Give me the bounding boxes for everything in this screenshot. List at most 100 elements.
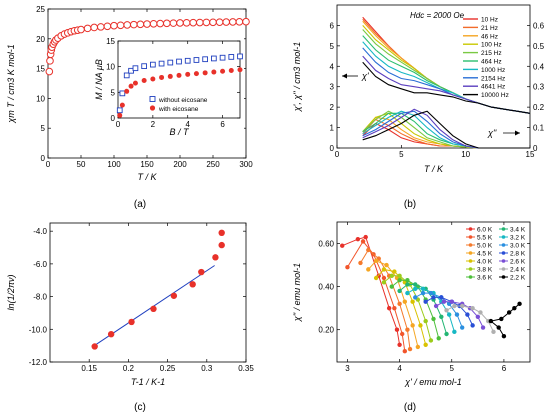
a-inset-legend-entry: with eicosane [158,106,199,113]
a-inset-y-title: M / NA μB [94,59,104,100]
d-data-point [392,305,397,311]
d-data-point [452,329,457,335]
b-chi-prime-label: χ' [361,71,369,81]
d-data-point [366,267,371,272]
b-legend-entry: 215 Hz [481,50,502,57]
b-y2tick-label: 0.3 [533,83,545,92]
d-data-point [452,303,457,309]
d-data-point [397,277,402,283]
a-data-point [77,25,85,34]
a-inset-legend-marker [149,105,156,111]
b-ytick-label: 5 [330,42,335,51]
d-legend-marker [501,275,506,279]
b-ytick-label: 0 [330,144,335,153]
c-data-point [107,331,115,338]
a-inset-xtick-label: 6 [220,120,225,129]
b-y2tick-label: 0.4 [533,62,545,71]
d-legend-entry: 3.2 K [510,234,526,241]
d-data-point [449,299,454,304]
d-data-point [381,267,387,272]
d-data-point [499,316,504,322]
c-ytick-label: -6.0 [33,260,47,269]
b-xtick-label: 5 [399,150,404,159]
a-inset-point [117,112,123,118]
d-data-point [444,331,449,337]
d-legend-marker [501,259,506,263]
a-inset-point [237,53,243,60]
a-data-point [209,18,217,27]
c-data-point [91,343,98,350]
a-inset-point [237,67,243,73]
a-inset-point [116,107,123,114]
d-legend-marker [501,235,506,239]
b-y-axis-title: χ', χ'' / cm3 mol-1 [292,42,302,113]
d-data-point [397,273,402,279]
d-data-point [444,308,449,313]
a-inset-xtick-label: 4 [185,120,190,129]
d-data-point [428,338,434,343]
d-legend-entry: 2.8 K [510,250,526,257]
d-legend-marker [468,251,473,255]
d-data-point [405,327,410,332]
c-data-point [198,268,205,276]
a-inset-ytick-label: 0 [111,114,116,123]
d-data-point [355,237,361,242]
a-inset-point [228,54,235,60]
d-series-line [346,240,406,352]
d-data-point [470,323,475,328]
a-inset-point [150,61,156,68]
d-data-point [392,269,397,274]
d-data-point [358,260,363,266]
d-data-point [381,275,387,281]
c-ytick-label: -10.0 [29,325,48,334]
panel-a-label: (a) [134,199,146,210]
d-data-point [465,312,470,317]
d-data-point [360,239,366,244]
b-ytick-label: 4 [330,62,335,71]
d-legend-marker [501,243,506,247]
d-legend-entry: 3.4 K [510,226,526,233]
b-legend-entry: 2154 Hz [481,75,505,82]
a-data-point [189,18,197,27]
a-data-point [222,18,230,26]
a-data-point [242,17,250,26]
a-inset-ytick-label: 15 [106,37,115,46]
panel-b-label: (b) [404,199,416,210]
b-chi-dprime-line [362,112,530,149]
d-data-point [389,284,394,289]
a-inset-point [167,59,174,66]
d-xtick-label: 3 [345,364,350,373]
c-data-point [212,254,219,261]
a-inset-legend-marker [149,96,156,102]
d-legend-marker [501,227,506,231]
a-inset-point [185,71,191,77]
a-ytick-label: 25 [36,5,45,14]
b-field-annotation: Hdc = 2000 Oe [410,11,465,20]
a-ytick-label: 0 [41,154,46,163]
a-inset-point [184,57,191,64]
a-y-axis-title: χm T / cm3 K mol-1 [6,44,16,123]
a-inset-point [219,54,226,61]
d-data-point [512,305,517,311]
b-legend-entry: 100 Hz [481,42,502,49]
d-data-point [340,243,345,248]
d-data-point [405,290,410,296]
d-legend-marker [468,243,473,247]
d-data-point [363,234,368,240]
a-inset-background [94,36,244,141]
d-data-point [470,305,475,311]
d-x-axis-title: χ' / emu mol-1 [404,377,462,387]
d-data-point [501,333,507,339]
d-data-point [459,303,465,309]
a-data-point [116,21,125,30]
b-legend-entry: 1000 Hz [481,67,505,74]
a-ytick-label: 15 [36,65,45,74]
d-data-point [400,331,405,337]
d-legend-entry: 6.0 K [477,226,493,233]
a-data-point [182,18,191,27]
d-data-point [423,318,428,324]
b-chi-prime-arrowhead [342,73,347,79]
b-x-axis-title: T / K [424,164,444,174]
